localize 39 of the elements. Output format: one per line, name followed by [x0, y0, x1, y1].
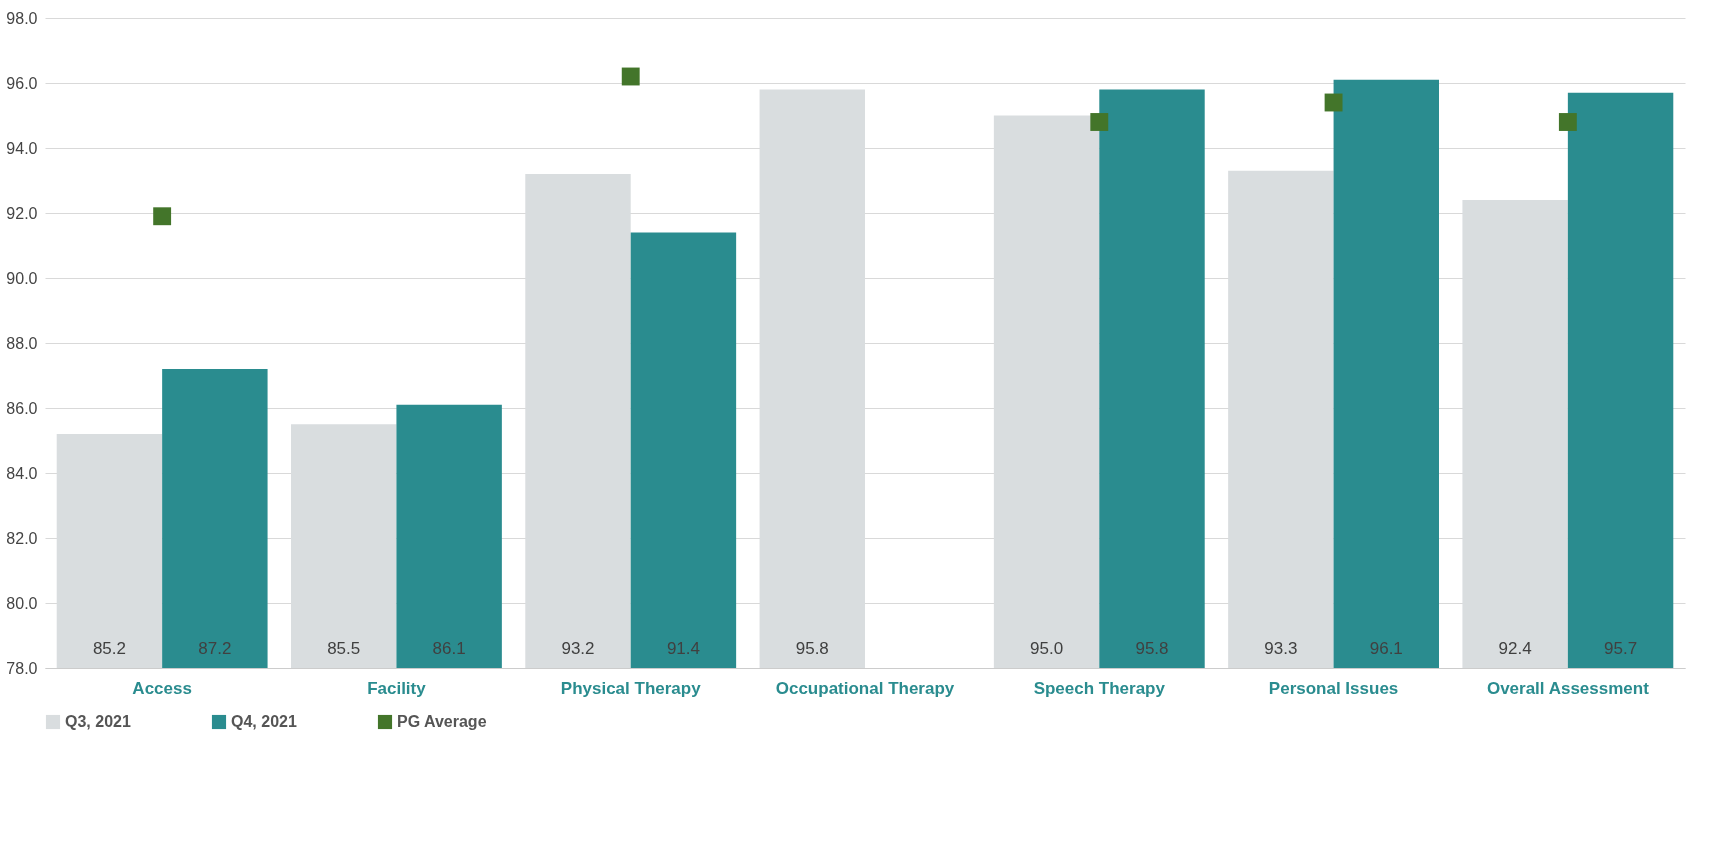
legend-label: PG Average	[397, 713, 487, 730]
y-tick-label: 90.0	[6, 269, 38, 287]
y-tick-label: 86.0	[6, 399, 38, 417]
data-label: 93.2	[561, 639, 595, 658]
point	[621, 67, 640, 86]
y-tick-label: 78.0	[6, 659, 38, 677]
x-tick-label: Facility	[367, 678, 427, 698]
data-label: 92.4	[1498, 639, 1532, 658]
point	[1090, 113, 1109, 131]
y-tick-label: 84.0	[6, 464, 38, 482]
point	[153, 207, 172, 226]
y-tick-label: 96.0	[6, 74, 38, 92]
data-label: 95.7	[1604, 639, 1638, 658]
data-label: 95.8	[1135, 639, 1169, 658]
y-tick-label: 80.0	[6, 594, 38, 612]
data-label: 95.0	[1030, 639, 1064, 658]
y-tick-label: 88.0	[6, 334, 38, 352]
data-label: 85.5	[327, 639, 361, 658]
point	[1558, 113, 1577, 131]
data-label: 96.1	[1369, 639, 1403, 658]
data-label: 91.4	[666, 639, 700, 658]
data-label: 87.2	[198, 639, 232, 658]
data-label: 95.8	[795, 639, 829, 658]
legend-label: Q3, 2021	[65, 713, 131, 730]
x-tick-label: Overall Assessment	[1486, 678, 1650, 698]
point	[1324, 93, 1343, 112]
x-tick-label: Personal Issues	[1268, 678, 1399, 698]
data-label: 86.1	[432, 639, 466, 658]
y-tick-label: 82.0	[6, 529, 38, 547]
x-tick-label: Speech Therapy	[1033, 678, 1166, 698]
x-tick-label: Physical Therapy	[560, 678, 702, 698]
y-tick-label: 94.0	[6, 139, 38, 157]
data-label: 93.3	[1264, 639, 1298, 658]
y-tick-label: 92.0	[6, 204, 38, 222]
data-label: 85.2	[92, 639, 126, 658]
x-tick-label: Access	[132, 678, 192, 698]
y-tick-label: 98.0	[6, 9, 38, 27]
x-tick-label: Occupational Therapy	[775, 678, 955, 698]
legend-label: Q4, 2021	[231, 713, 297, 730]
